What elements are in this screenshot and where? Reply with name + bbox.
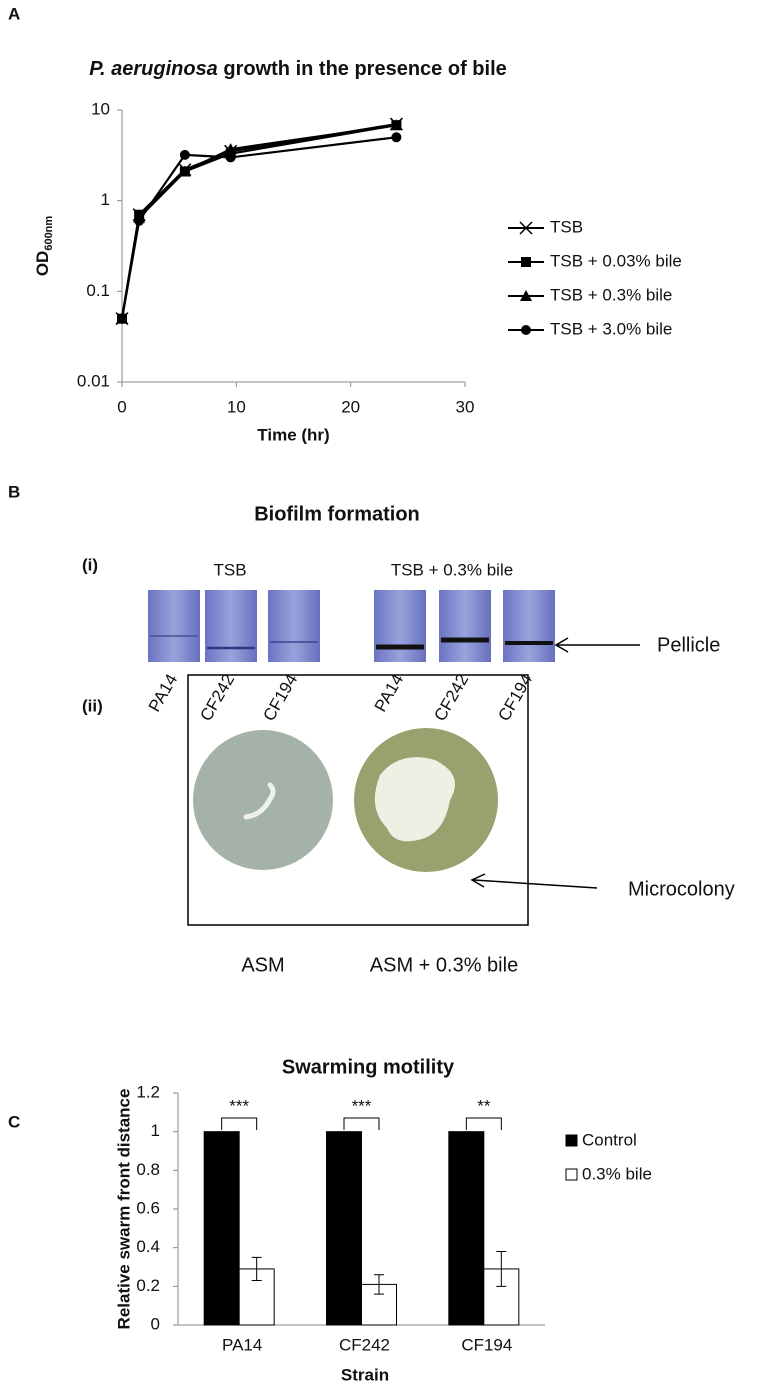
tube [374, 590, 426, 662]
bar [326, 1131, 362, 1326]
legend-marker [521, 325, 531, 335]
pellicle-label: Pellicle [657, 634, 720, 656]
y-tick-label: 0 [151, 1314, 160, 1333]
biofilm-title: Biofilm formation [254, 503, 420, 525]
tube [439, 590, 491, 662]
y-tick-label: 1 [101, 190, 110, 209]
y-label-main: OD [33, 251, 52, 277]
strain-label: CF194 [259, 671, 301, 725]
microcolony-label: Microcolony [628, 878, 735, 900]
significance-label: *** [352, 1096, 372, 1115]
error-bar [374, 1274, 384, 1295]
x-tick-label: 20 [341, 397, 360, 416]
tube [205, 590, 257, 662]
group-label: TSB [213, 560, 246, 579]
arrow-head [470, 873, 486, 888]
y-tick-label: 1.2 [136, 1082, 160, 1101]
plate-frame [187, 674, 529, 926]
legend-swatch [565, 1168, 578, 1181]
significance-label: ** [477, 1096, 491, 1115]
legend-swatch [565, 1134, 578, 1147]
tube-photos [148, 590, 555, 662]
legend-label: TSB + 0.03% bile [550, 251, 682, 270]
part-label: (i) [82, 555, 98, 574]
significance-bracket [221, 1117, 258, 1130]
legend-marker [519, 221, 533, 235]
marker [117, 313, 127, 324]
x-tick-label: PA14 [222, 1335, 262, 1354]
marker [179, 149, 190, 160]
significance-label: *** [229, 1096, 249, 1115]
group-label: TSB + 0.3% bile [391, 560, 513, 579]
strain-label: PA14 [145, 671, 182, 715]
legend-marker [520, 290, 532, 301]
strain-label: CF242 [430, 671, 472, 725]
x-axis-label: Time (hr) [257, 425, 329, 444]
y-tick-label: 0.8 [136, 1160, 160, 1179]
legend-label: TSB + 0.3% bile [550, 285, 672, 304]
bar [203, 1131, 240, 1326]
part-label: (ii) [82, 696, 103, 715]
x-tick-label: 0 [117, 397, 126, 416]
y-tick-label: 0.6 [136, 1198, 160, 1217]
x-tick-label: 10 [227, 397, 246, 416]
chart-title: P. aeruginosa growth in the presence of … [89, 58, 507, 80]
strain-label: CF194 [494, 671, 536, 725]
legend-label: TSB [550, 217, 583, 236]
title-italic: P. aeruginosa [89, 58, 218, 80]
marker [178, 165, 191, 177]
chart-title: Swarming motility [282, 1056, 455, 1078]
strain-label: PA14 [371, 671, 408, 715]
y-tick-label: 0.1 [86, 281, 110, 300]
x-tick-label: CF242 [339, 1335, 390, 1354]
x-tick-label: 30 [456, 397, 475, 416]
y-label-sub: 600nm [43, 216, 55, 251]
legend-label: Control [582, 1130, 637, 1149]
y-tick-label: 1 [151, 1121, 160, 1140]
tube [268, 590, 320, 662]
marker [224, 143, 237, 155]
legend-label: TSB + 3.0% bile [550, 319, 672, 338]
panel-label: A [8, 4, 20, 23]
y-axis-label: Relative swarm front distance [114, 1089, 133, 1330]
y-tick-label: 0.2 [136, 1276, 160, 1295]
arrow-head [554, 637, 569, 653]
panel-label: B [8, 482, 20, 501]
series-line [120, 136, 397, 319]
bar [448, 1131, 485, 1326]
tube [148, 590, 200, 662]
error-bar [496, 1251, 507, 1287]
y-axis-label: OD600nm [33, 216, 54, 277]
strain-label: CF242 [196, 671, 238, 725]
colony [374, 757, 455, 842]
marker [390, 119, 403, 131]
arrow [473, 879, 598, 889]
significance-bracket [465, 1117, 502, 1130]
panel-label: C [8, 1112, 20, 1131]
plate-label: ASM [241, 954, 284, 976]
legend-marker [521, 257, 531, 267]
y-tick-label: 0.01 [77, 371, 110, 390]
plate [193, 730, 333, 870]
title-text: growth in the presence of bile [223, 58, 506, 80]
x-tick-label: CF194 [461, 1335, 512, 1354]
tube [503, 590, 555, 662]
marker [134, 215, 145, 226]
marker [225, 152, 236, 163]
colony [243, 782, 276, 820]
significance-bracket [343, 1117, 380, 1130]
error-bar [251, 1256, 262, 1282]
x-axis-label: Strain [341, 1365, 389, 1384]
y-tick-label: 10 [91, 99, 110, 118]
marker [391, 132, 402, 143]
plate-label: ASM + 0.3% bile [370, 954, 518, 976]
legend-label: 0.3% bile [582, 1164, 652, 1183]
y-tick-label: 0.4 [136, 1237, 160, 1256]
